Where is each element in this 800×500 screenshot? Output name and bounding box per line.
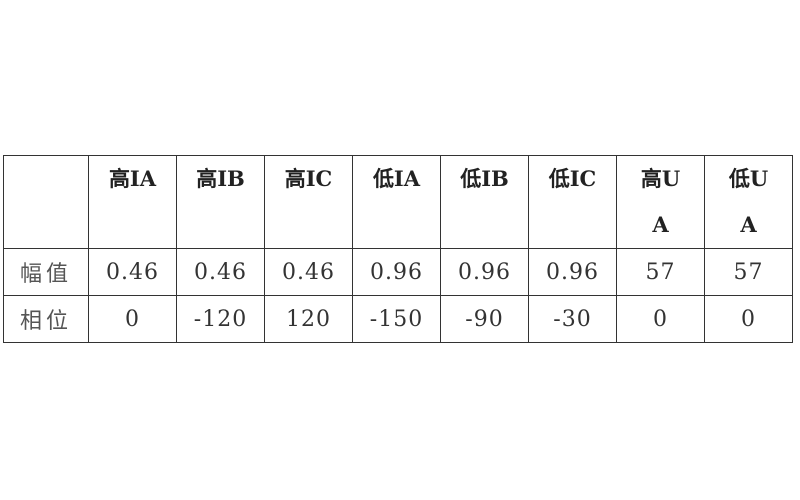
header-text: 高IB bbox=[196, 166, 245, 191]
header-cell: 高IC bbox=[264, 155, 353, 249]
table-cell: -30 bbox=[528, 295, 617, 343]
header-row: 高IA 高IB 高IC 低IA 低IB 低IC 高UA 低UA bbox=[3, 155, 793, 249]
row-label: 幅值 bbox=[3, 248, 89, 296]
header-text: 高IA bbox=[108, 166, 157, 191]
data-table: 高IA 高IB 高IC 低IA 低IB 低IC 高UA 低UA 幅值 0.46 … bbox=[3, 155, 793, 343]
header-cell: 低IC bbox=[528, 155, 617, 249]
table-cell: -90 bbox=[440, 295, 529, 343]
table-cell: 0 bbox=[704, 295, 793, 343]
header-cell: 低IB bbox=[440, 155, 529, 249]
table-cell: -120 bbox=[176, 295, 265, 343]
table-cell: 0.46 bbox=[88, 248, 177, 296]
table-cell: 0 bbox=[616, 295, 705, 343]
row-label: 相位 bbox=[3, 295, 89, 343]
table-cell: 57 bbox=[704, 248, 793, 296]
table-row-phase: 相位 0 -120 120 -150 -90 -30 0 0 bbox=[3, 295, 793, 343]
header-text: 低IC bbox=[548, 166, 597, 191]
table-row-amplitude: 幅值 0.46 0.46 0.46 0.96 0.96 0.96 57 57 bbox=[3, 248, 793, 296]
table-cell: 57 bbox=[616, 248, 705, 296]
table-cell: 0.46 bbox=[264, 248, 353, 296]
table-cell: 0.96 bbox=[528, 248, 617, 296]
header-text: 高IC bbox=[284, 166, 333, 191]
header-text: 高UA bbox=[640, 166, 681, 237]
header-cell: 高UA bbox=[616, 155, 705, 249]
header-text: 低IB bbox=[460, 166, 509, 191]
table-cell: 120 bbox=[264, 295, 353, 343]
header-cell: 高IB bbox=[176, 155, 265, 249]
table-cell: 0 bbox=[88, 295, 177, 343]
header-cell: 高IA bbox=[88, 155, 177, 249]
header-cell: 低UA bbox=[704, 155, 793, 249]
header-cell-empty bbox=[3, 155, 89, 249]
table-cell: 0.96 bbox=[440, 248, 529, 296]
header-text: 低IA bbox=[372, 166, 421, 191]
table-cell: -150 bbox=[352, 295, 441, 343]
table-cell: 0.46 bbox=[176, 248, 265, 296]
header-cell: 低IA bbox=[352, 155, 441, 249]
header-text: 低UA bbox=[728, 166, 769, 237]
table-cell: 0.96 bbox=[352, 248, 441, 296]
